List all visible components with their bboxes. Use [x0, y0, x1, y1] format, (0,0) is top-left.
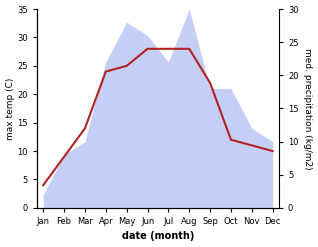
Y-axis label: max temp (C): max temp (C) — [5, 77, 15, 140]
Y-axis label: med. precipitation (kg/m2): med. precipitation (kg/m2) — [303, 48, 313, 169]
X-axis label: date (month): date (month) — [122, 231, 194, 242]
